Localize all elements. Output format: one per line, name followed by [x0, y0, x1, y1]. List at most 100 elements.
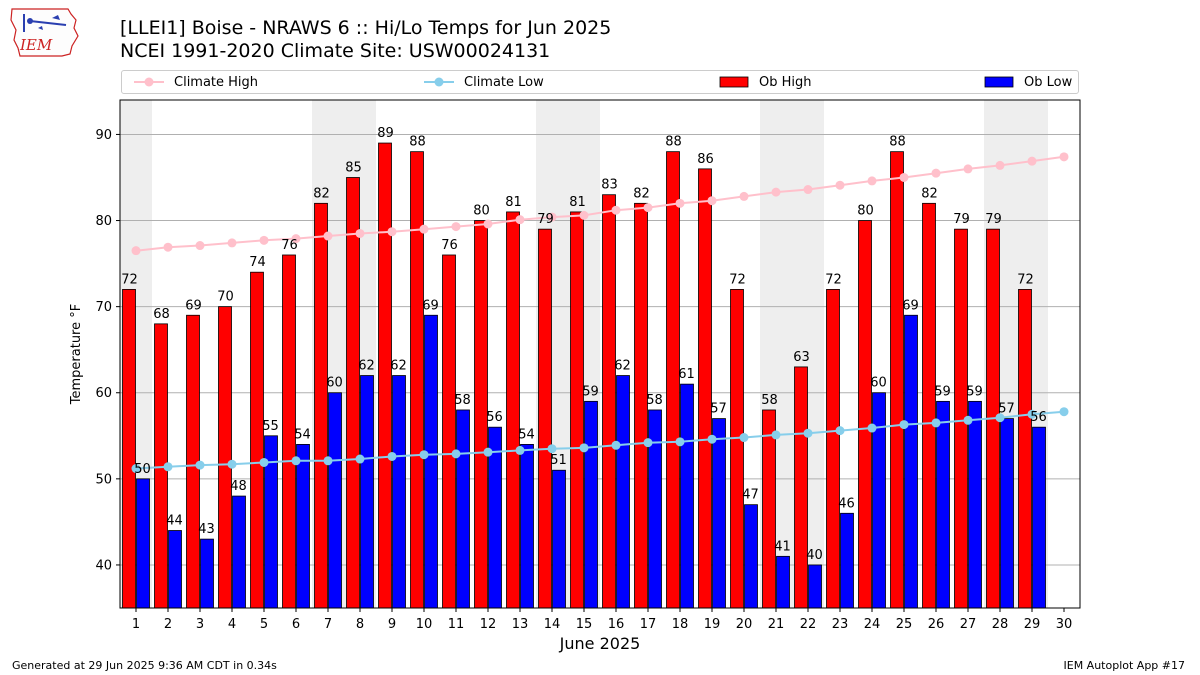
climate-low-point-7: [323, 456, 333, 466]
climate-high-line: [135, 155, 1065, 252]
climate-high-point-2: [163, 242, 173, 252]
footer-app: IEM Autoplot App #17: [1063, 659, 1186, 672]
x-tick-label-3: 3: [196, 617, 204, 632]
ob-low-label-1: 50: [134, 462, 151, 477]
ob-low-label-17: 58: [646, 393, 663, 408]
climate-high-point-25: [899, 172, 909, 182]
ob-low-bar-28: [1000, 418, 1014, 609]
y-axis-label: Temperature °F: [69, 304, 84, 405]
legend-item-ob-high: Ob High: [719, 71, 812, 93]
ob-high-bar-16: [602, 194, 616, 609]
ob-low-label-10: 69: [422, 298, 439, 313]
ob-low-label-24: 60: [870, 376, 887, 391]
ob-high-bar-25: [890, 151, 904, 609]
ob-low-bar-11: [456, 409, 470, 609]
climate-low-point-8: [355, 454, 365, 464]
ob-high-label-9: 89: [377, 126, 394, 141]
ob-high-bar-22: [794, 366, 808, 609]
climate-low-line: [135, 410, 1065, 470]
legend-label-climate-low: Climate Low: [464, 74, 544, 90]
climate-low-point-23: [835, 426, 845, 436]
ob-low-label-11: 58: [454, 393, 471, 408]
climate-low-point-21: [771, 430, 781, 440]
legend-item-ob-low: Ob Low: [984, 71, 1072, 93]
x-tick-label-6: 6: [292, 617, 300, 632]
x-tick-label-5: 5: [260, 617, 268, 632]
x-tick-label-26: 26: [928, 617, 945, 632]
gridlines: [120, 133, 1080, 566]
climate-high-legend-marker: [134, 77, 164, 87]
climate-high-point-20: [739, 191, 749, 201]
ob-high-bar-5: [250, 271, 264, 609]
ob-low-label-29: 56: [1030, 410, 1047, 425]
ob-high-label-11: 76: [441, 238, 458, 253]
ob-high-label-18: 88: [665, 135, 682, 150]
x-tick-label-8: 8: [356, 617, 364, 632]
ob-high-label-26: 82: [921, 186, 938, 201]
bar-value-labels: 72 50 68 44 69 43 70 48 74 55 76 54 82 60 85 62 89 62 88 69…: [121, 126, 1047, 563]
x-tick-label-27: 27: [960, 617, 977, 632]
ob-low-label-16: 62: [614, 359, 631, 374]
ob-low-bar-1: [136, 478, 150, 609]
x-tick-label-4: 4: [228, 617, 236, 632]
climate-high-point-19: [707, 196, 717, 206]
ob-high-bar-9: [378, 142, 392, 609]
ob-low-label-21: 41: [774, 539, 791, 554]
climate-high-point-23: [835, 180, 845, 190]
climate-low-point-13: [515, 445, 525, 455]
climate-high-point-7: [323, 231, 333, 241]
climate-high-point-15: [579, 210, 589, 220]
x-tick-label-18: 18: [672, 617, 689, 632]
ob-low-label-12: 56: [486, 410, 503, 425]
y-tick-label-40: 40: [95, 558, 112, 573]
ob-high-label-8: 85: [345, 160, 362, 175]
climate-high-point-26: [931, 168, 941, 178]
ob-low-bar-6: [296, 444, 310, 609]
ob-low-label-5: 55: [262, 419, 279, 434]
ob-low-bar-18: [680, 383, 694, 609]
ob-low-label-18: 61: [678, 367, 695, 382]
ob-low-label-6: 54: [294, 427, 311, 442]
climate-low-point-18: [675, 437, 685, 447]
x-tick-label-22: 22: [800, 617, 817, 632]
ob-low-label-14: 51: [550, 453, 567, 468]
climate-low-point-16: [611, 440, 621, 450]
ob-high-label-23: 72: [825, 272, 842, 287]
logo-text: IEM: [19, 36, 53, 54]
climate-high-point-13: [515, 215, 525, 225]
y-tick-label-90: 90: [95, 128, 112, 143]
ob-high-legend-swatch: [719, 76, 749, 88]
climate-high-point-8: [355, 228, 365, 238]
ob-low-label-4: 48: [230, 479, 247, 494]
climate-low-point-10: [419, 450, 429, 460]
climate-high-point-10: [419, 224, 429, 234]
climate-high-point-27: [963, 164, 973, 174]
climate-low-point-19: [707, 434, 717, 444]
x-tick-label-28: 28: [992, 617, 1009, 632]
ob-low-bar-2: [168, 530, 182, 609]
ob-high-label-14: 79: [537, 212, 554, 227]
ob-low-label-2: 44: [166, 514, 183, 529]
plot-frame: [119, 99, 1081, 609]
x-tick-label-15: 15: [576, 617, 593, 632]
ob-low-bar-26: [936, 400, 950, 609]
ob-high-label-16: 83: [601, 178, 618, 193]
ob-low-bar-27: [968, 400, 982, 609]
ob-low-label-8: 62: [358, 359, 375, 374]
x-tick-label-9: 9: [388, 617, 396, 632]
x-tick-label-12: 12: [480, 617, 497, 632]
ob-high-label-19: 86: [697, 152, 714, 167]
ob-low-bar-29: [1032, 426, 1046, 609]
ob-high-bar-24: [858, 220, 872, 609]
ob-high-label-7: 82: [313, 186, 330, 201]
ob-high-bar-13: [506, 211, 520, 609]
ob-high-label-6: 76: [281, 238, 298, 253]
ob-high-label-21: 58: [761, 393, 778, 408]
climate-low-point-14: [547, 444, 557, 454]
climate-high-point-9: [387, 227, 397, 237]
x-tick-label-30: 30: [1056, 617, 1073, 632]
ob-low-bar-7: [328, 392, 342, 609]
x-tick-label-2: 2: [164, 617, 172, 632]
